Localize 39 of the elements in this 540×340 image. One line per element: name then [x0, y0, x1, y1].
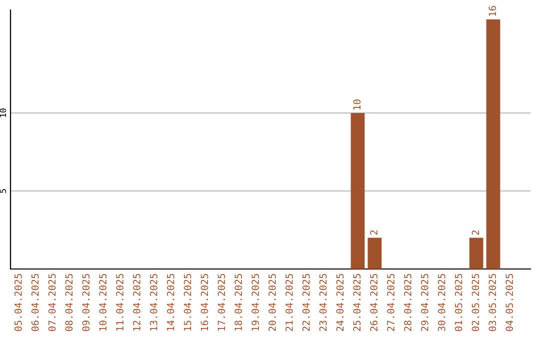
x-tick-label: 21.04.2025 [285, 274, 293, 331]
data-label: 2 [472, 230, 480, 235]
x-tick-label: 22.04.2025 [302, 274, 310, 331]
x-tick-label: 07.04.2025 [48, 274, 56, 332]
x-tick-label: 20.04.2025 [268, 274, 276, 331]
x-tick-label: 17.04.2025 [218, 274, 226, 331]
x-tick-label: 23.04.2025 [319, 274, 327, 331]
x-tick-label: 01.05.2025 [454, 274, 462, 332]
x-tick-label: 12.04.2025 [133, 274, 140, 331]
data-label: 16 [488, 6, 496, 16]
x-tick-label: 13.04.2025 [150, 274, 158, 331]
bar [350, 112, 365, 269]
x-tick-label: 27.04.2025 [387, 274, 394, 331]
x-tick-label: 10.04.2025 [99, 274, 107, 331]
x-tick-label: 09.04.2025 [82, 274, 90, 332]
x-tick-label: 08.04.2025 [65, 274, 73, 332]
x-tick-label: 29.04.2025 [420, 274, 428, 331]
x-tick-label: 11.04.2025 [116, 274, 124, 331]
x-tick-label: 19.04.2025 [252, 274, 259, 331]
x-tick-label: 06.04.2025 [31, 274, 39, 332]
x-tick-label: 14.04.2025 [166, 274, 174, 331]
x-tick-label: 25.04.2025 [353, 274, 361, 331]
x-tick-label: 18.04.2025 [234, 274, 242, 331]
bar [469, 238, 484, 269]
x-tick-label: 05.04.2025 [14, 274, 22, 332]
x-tick-label: 15.04.2025 [184, 274, 192, 331]
data-label: 2 [370, 230, 378, 235]
x-tick-label: 03.05.2025 [488, 274, 496, 332]
x-tick-label: 26.04.2025 [370, 274, 378, 331]
data-label: 10 [353, 100, 361, 110]
bar [486, 19, 500, 269]
x-tick-label: 30.04.2025 [438, 274, 446, 332]
x-tick-label: 24.04.2025 [336, 274, 344, 331]
bar [368, 238, 382, 269]
x-tick-label: 16.04.2025 [200, 274, 208, 331]
x-tick-label: 28.04.2025 [404, 274, 412, 331]
y-tick-label: 5 [0, 189, 6, 193]
x-tick-label: 02.05.2025 [472, 274, 480, 332]
x-tick-label: 04.05.2025 [506, 274, 514, 332]
